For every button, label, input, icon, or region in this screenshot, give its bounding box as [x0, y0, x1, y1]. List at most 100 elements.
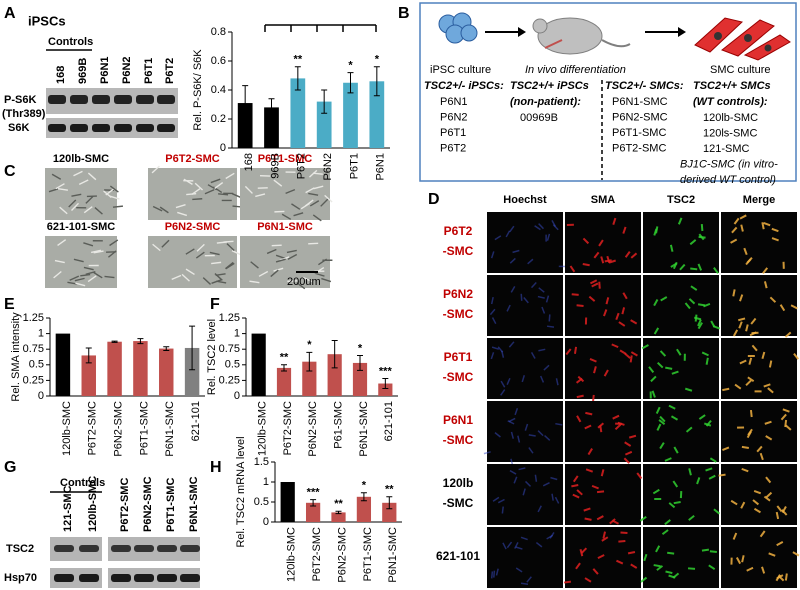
lane-label: 969B	[77, 58, 89, 84]
significance-label: *	[362, 480, 367, 492]
fluorescence-image	[643, 212, 719, 273]
cell-signal	[590, 279, 598, 285]
cell-signal	[705, 357, 709, 365]
cell-signal	[733, 217, 740, 225]
row-label: -SMC	[443, 244, 474, 258]
bar	[369, 81, 385, 148]
panel-label: F	[210, 296, 220, 313]
x-tick-label: P6T2-SMC	[282, 401, 294, 455]
significance-label: **	[294, 54, 303, 66]
cell-signal	[627, 551, 636, 555]
cell	[293, 212, 304, 217]
cell-signal	[517, 435, 521, 443]
cell-signal	[518, 467, 526, 471]
cell-signal	[652, 488, 660, 495]
cell-signal	[698, 235, 706, 239]
cell-signal	[764, 420, 772, 425]
cell-signal	[697, 322, 703, 330]
cell	[305, 187, 315, 194]
cell-signal	[775, 574, 781, 582]
panel-label: E	[4, 296, 15, 313]
cell-signal	[500, 380, 506, 388]
cell-signal	[597, 422, 605, 429]
panel-label: G	[4, 459, 16, 476]
cell-signal	[759, 452, 764, 461]
cell	[85, 271, 96, 275]
cell-signal	[756, 445, 763, 453]
cell-signal	[630, 252, 638, 259]
cell-signal	[784, 424, 792, 431]
significance-label: *	[375, 54, 380, 66]
cell-signal	[624, 441, 632, 447]
cell-signal	[628, 434, 637, 439]
significance-label: **	[334, 498, 343, 510]
cell-signal	[763, 221, 771, 227]
cell-signal	[792, 551, 800, 557]
cell	[59, 206, 68, 215]
cell	[159, 206, 169, 214]
column-header: Merge	[743, 194, 775, 206]
cell-signal	[546, 534, 554, 540]
cell-signal	[508, 341, 515, 348]
panel-label: A	[4, 5, 16, 22]
cell-signal	[513, 476, 518, 484]
cell-signal	[749, 409, 753, 418]
y-tick-label: 0	[38, 390, 44, 402]
error-bar	[85, 347, 92, 364]
cell-signal	[630, 319, 638, 325]
cell-signal	[580, 547, 588, 554]
error-bar	[189, 325, 196, 371]
cell-signal	[741, 445, 749, 449]
cell	[225, 172, 235, 180]
row-label: P6T1	[444, 350, 473, 364]
cell-signal	[629, 355, 633, 363]
cell-signal	[582, 237, 590, 245]
cell-signal	[624, 352, 631, 359]
y-tick-label: 0	[234, 390, 240, 402]
cell-signal	[584, 424, 592, 430]
cell-signal	[569, 265, 576, 273]
error-bar	[373, 66, 380, 97]
cell	[85, 195, 94, 204]
blot-band	[157, 574, 177, 582]
cell	[186, 192, 197, 196]
significance-label: ***	[379, 365, 393, 377]
cell-signal	[685, 426, 693, 433]
group-label: Controls	[60, 477, 105, 489]
cell-signal	[665, 366, 673, 370]
cell-signal	[584, 517, 592, 521]
cell-signal	[653, 299, 659, 307]
blot-band	[114, 95, 132, 104]
cell-signal	[701, 548, 710, 552]
cell-signal	[656, 565, 664, 571]
cell-signal	[781, 506, 787, 514]
cell-signal	[746, 256, 753, 264]
cell	[214, 273, 223, 281]
cell	[321, 277, 332, 283]
cell	[225, 262, 235, 270]
cell-signal	[641, 344, 649, 350]
column-header: TSC2	[667, 194, 695, 206]
cell-signal	[708, 564, 716, 571]
cell-signal	[732, 289, 736, 297]
image-label: 621-101-SMC	[47, 221, 116, 233]
y-tick-label: 1	[263, 476, 269, 488]
cell	[258, 270, 269, 277]
cell-signal	[659, 442, 665, 450]
cell-signal	[538, 348, 546, 352]
cell-signal	[495, 568, 499, 576]
bar	[331, 512, 346, 522]
cell-signal	[763, 281, 768, 289]
cell-signal	[659, 350, 667, 357]
cell-signal	[771, 237, 779, 242]
cell-signal	[761, 566, 766, 574]
cell-signal	[697, 319, 702, 327]
fluorescence-image	[721, 338, 797, 399]
blot-band	[111, 574, 131, 582]
blot-band	[157, 95, 175, 104]
cell	[91, 249, 102, 254]
cell	[112, 205, 124, 208]
fluorescence-image	[565, 212, 641, 273]
cell-signal	[514, 407, 519, 416]
